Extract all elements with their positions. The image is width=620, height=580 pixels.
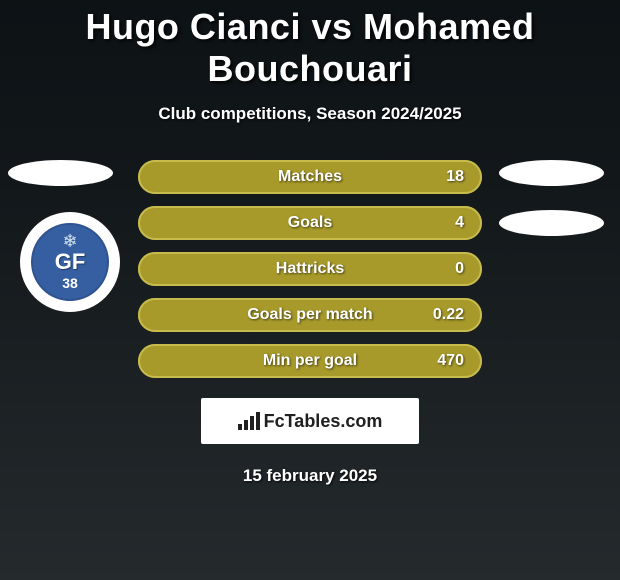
stat-rows: Matches 18 Goals 4 Hattricks 0 — [138, 160, 482, 390]
team-logo-inner: ❄ GF 38 — [31, 223, 109, 301]
stat-label: Matches — [278, 168, 342, 186]
brand-badge: FcTables.com — [201, 398, 419, 444]
stats-area: ❄ GF 38 Matches 18 Goals 4 — [0, 160, 620, 374]
stat-label: Min per goal — [263, 352, 357, 370]
player2-placeholder-oval-2 — [499, 210, 604, 236]
stat-row: Goals 4 — [138, 206, 482, 240]
stat-label: Goals per match — [247, 306, 372, 324]
stat-value: 0 — [455, 260, 464, 278]
snowflake-icon: ❄ — [62, 231, 77, 252]
stat-value: 0.22 — [433, 306, 464, 324]
page-title: Hugo Cianci vs Mohamed Bouchouari — [0, 0, 620, 90]
team-logo-number: 38 — [62, 275, 78, 291]
player1-placeholder-oval — [8, 160, 113, 186]
infographic-container: Hugo Cianci vs Mohamed Bouchouari Club c… — [0, 0, 620, 580]
page-subtitle: Club competitions, Season 2024/2025 — [0, 104, 620, 124]
stat-label: Goals — [288, 214, 332, 232]
stat-label: Hattricks — [276, 260, 344, 278]
stat-row: Min per goal 470 — [138, 344, 482, 378]
brand-text: FcTables.com — [264, 411, 383, 432]
stat-row: Hattricks 0 — [138, 252, 482, 286]
stat-value: 18 — [446, 168, 464, 186]
content-wrapper: Hugo Cianci vs Mohamed Bouchouari Club c… — [0, 0, 620, 580]
player2-placeholder-oval-1 — [499, 160, 604, 186]
stat-value: 470 — [437, 352, 464, 370]
team-logo-abbr: GF — [55, 251, 86, 273]
stat-value: 4 — [455, 214, 464, 232]
bar-chart-icon — [238, 412, 260, 430]
date-text: 15 february 2025 — [0, 466, 620, 486]
stat-row: Goals per match 0.22 — [138, 298, 482, 332]
team-logo: ❄ GF 38 — [20, 212, 120, 312]
stat-row: Matches 18 — [138, 160, 482, 194]
